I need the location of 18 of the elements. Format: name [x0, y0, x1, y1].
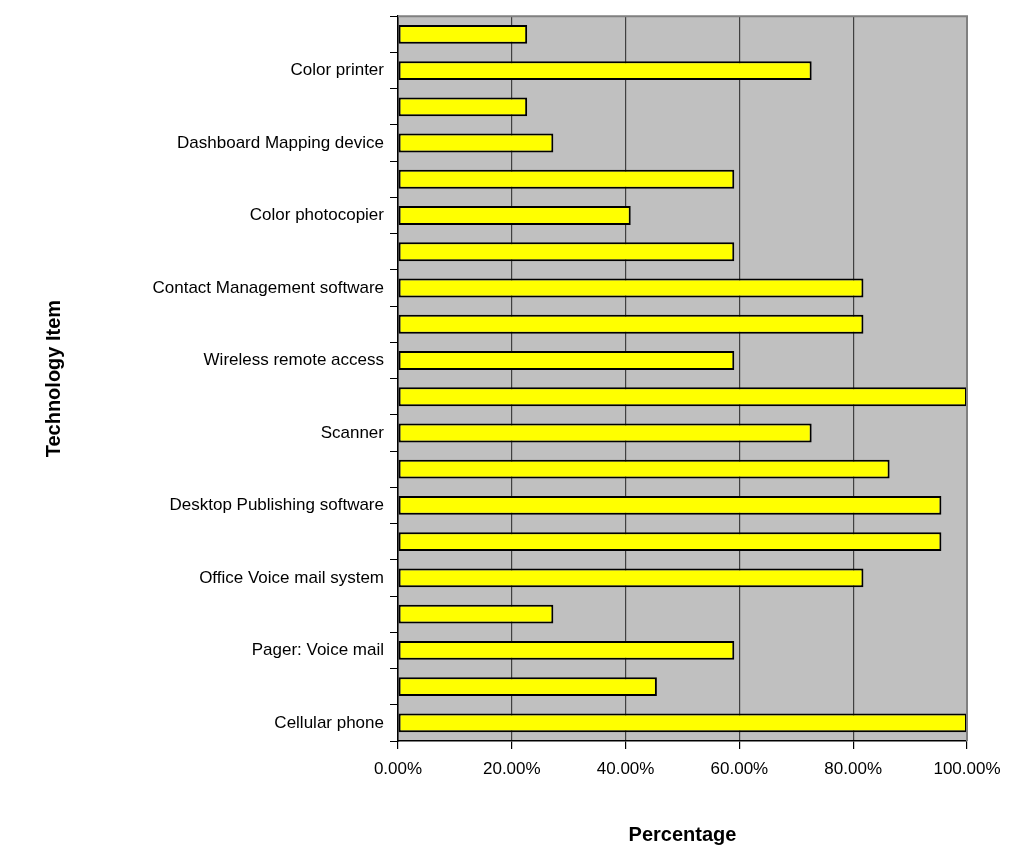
y-tick-label: Contact Management software	[152, 277, 384, 297]
x-tick-label: 100.00%	[933, 758, 1001, 778]
x-tick-label: 80.00%	[824, 758, 883, 778]
y-tick-label: Office Voice mail system	[199, 567, 384, 587]
y-tick-label: Color photocopier	[249, 205, 385, 225]
y-tick-label: Scanner	[320, 422, 385, 442]
y-tick-label: Pager: Voice mail	[251, 640, 384, 660]
y-axis-title: Technology Item	[41, 299, 64, 458]
x-tick-label: 40.00%	[596, 758, 655, 778]
x-tick-label: 0.00%	[373, 758, 423, 778]
x-tick-label: 60.00%	[710, 758, 769, 778]
y-tick-label: Desktop Publishing software	[169, 495, 384, 515]
x-tick-label: 20.00%	[482, 758, 541, 778]
x-axis-title: Percentage	[628, 822, 737, 845]
y-tick-label: Dashboard Mapping device	[177, 132, 384, 152]
y-tick-label: Color printer	[290, 60, 385, 80]
y-tick-label: Wireless remote access	[203, 350, 384, 370]
y-tick-label: Cellular phone	[274, 712, 384, 732]
